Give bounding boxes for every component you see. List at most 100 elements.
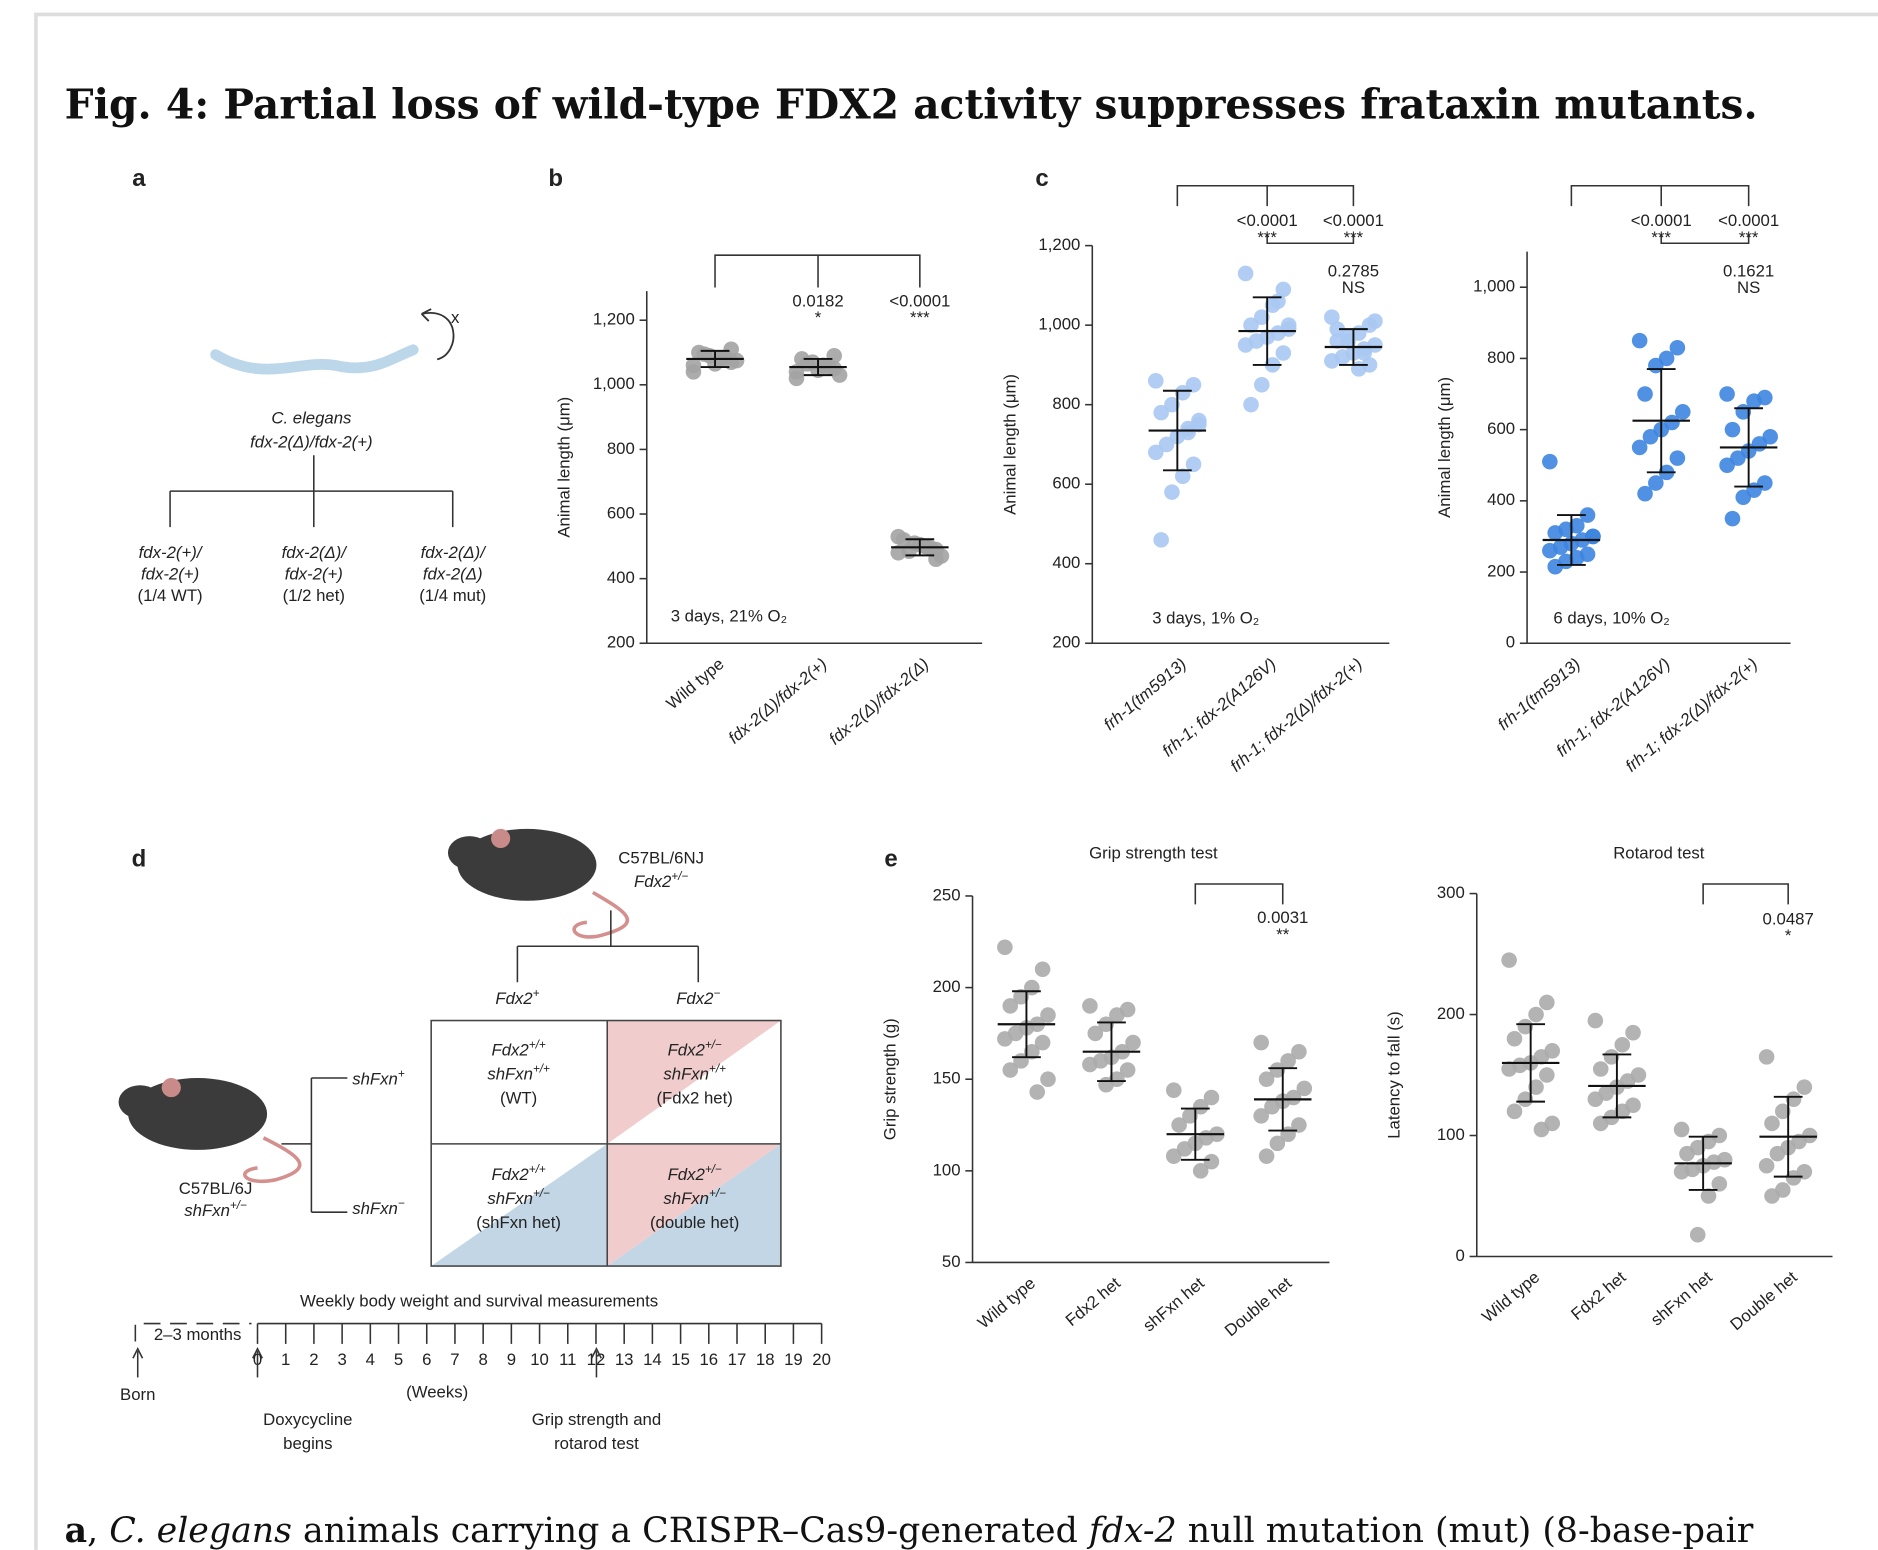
y-tick-label: 400 — [1052, 553, 1080, 572]
offspring-genotype: (1/2 het) — [283, 586, 345, 605]
data-point — [997, 1031, 1013, 1047]
data-point — [1592, 1061, 1609, 1077]
p-value: 0.2785 — [1328, 261, 1379, 280]
strain: C57BL/6NJ — [618, 848, 704, 867]
data-point — [1674, 404, 1691, 420]
y-tick-label: 200 — [933, 977, 961, 996]
text-sup: − — [713, 987, 720, 1000]
y-tick-label: 50 — [942, 1252, 961, 1271]
x-tick-label: Fdx2 het — [1567, 1267, 1629, 1324]
y-axis-label: Latency to fall (s) — [1385, 1011, 1404, 1139]
data-point — [1291, 1043, 1307, 1060]
data-point — [1769, 1145, 1786, 1162]
y-tick-label: 600 — [1487, 419, 1515, 438]
data-point — [1147, 373, 1164, 389]
data-point — [1253, 309, 1270, 325]
comparison-bracket — [1660, 234, 1750, 244]
data-point — [1501, 1061, 1517, 1077]
data-point — [1796, 1079, 1813, 1095]
y-axis-label: Animal length (μm) — [1435, 377, 1454, 518]
data-point — [1125, 1034, 1141, 1051]
data-point — [1324, 353, 1340, 369]
data-point — [1034, 1034, 1051, 1051]
arrow-head — [252, 1346, 263, 1359]
week-label: 9 — [507, 1350, 516, 1369]
week-label: 2 — [309, 1350, 318, 1369]
cell-text: (shFxn het) — [476, 1214, 561, 1233]
text-main: shFxn — [184, 1202, 230, 1221]
cell-text: (Fdx2 het) — [656, 1089, 732, 1108]
text-main: Fdx2 — [495, 990, 533, 1009]
data-point — [1587, 1091, 1604, 1108]
y-tick-label: 0 — [1506, 633, 1515, 652]
data-point — [1324, 309, 1340, 325]
genotype: shFxn+/− — [184, 1199, 247, 1221]
data-point — [1785, 1091, 1802, 1108]
event-label: rotarod test — [554, 1434, 639, 1453]
cell-text: Fdx2+/+ — [492, 1038, 546, 1060]
y-tick-label: 600 — [1052, 474, 1080, 493]
cell-text: (double het) — [650, 1214, 739, 1233]
cell-text: shFxn+/+ — [487, 1062, 550, 1084]
figure-title: Fig. 4: Partial loss of wild-type FDX2 a… — [65, 80, 1758, 128]
y-tick-label: 800 — [1052, 394, 1080, 413]
week-label: 4 — [366, 1350, 375, 1369]
comparison-bracket — [1194, 883, 1284, 905]
comparison-bracket — [1266, 234, 1355, 244]
text-sup: − — [398, 1196, 405, 1209]
caption-part: , — [87, 1511, 109, 1550]
week-label: 17 — [728, 1350, 747, 1369]
p-value: <0.0001 — [1237, 211, 1298, 230]
data-point — [1002, 1062, 1019, 1078]
pre-bracket — [134, 1322, 252, 1342]
data-point — [1165, 1148, 1182, 1164]
week-label: 16 — [699, 1350, 718, 1369]
text-main: Fdx2 — [634, 872, 672, 891]
y-tick-label: 400 — [607, 568, 635, 587]
worm — [210, 344, 419, 375]
x-tick-label: Wild type — [1478, 1268, 1543, 1327]
data-point — [1180, 424, 1196, 441]
data-point — [1758, 1049, 1775, 1065]
offspring-genotype: (1/4 mut) — [419, 586, 486, 605]
data-point — [1506, 1103, 1523, 1120]
text-sup: +/− — [533, 1187, 550, 1200]
data-point — [1243, 396, 1259, 413]
data-point — [1296, 1080, 1313, 1097]
data-point — [1501, 952, 1517, 968]
x-tick-label: Fdx2 het — [1062, 1273, 1124, 1330]
data-point — [1764, 1115, 1780, 1132]
text-main: Fdx2 — [492, 1166, 530, 1185]
text-sup: +/+ — [529, 1163, 546, 1176]
data-point — [1024, 1043, 1040, 1060]
y-tick-label: 1,200 — [1038, 235, 1080, 254]
text-main: shFxn — [352, 1199, 398, 1218]
data-point — [685, 364, 702, 380]
data-point — [1264, 1098, 1280, 1115]
data-point — [788, 370, 805, 387]
caption-part: C. elegans — [109, 1511, 292, 1550]
y-tick-label: 600 — [607, 503, 635, 522]
y-tick-label: 200 — [1437, 1004, 1465, 1023]
data-point — [1275, 345, 1292, 361]
chart-title: Grip strength test — [1089, 843, 1218, 862]
x-tick-label: Double het — [1221, 1273, 1296, 1340]
cross-lines-top — [516, 910, 700, 983]
offspring-genotype: fdx-2(Δ) — [423, 564, 483, 583]
data-point — [1673, 1164, 1690, 1180]
data-point — [1258, 1148, 1275, 1164]
data-point — [1637, 485, 1653, 502]
comparison-bracket — [1570, 184, 1750, 207]
data-point — [1579, 507, 1596, 523]
data-point — [1689, 1226, 1706, 1243]
data-point — [890, 528, 907, 545]
data-point — [1719, 386, 1735, 402]
data-point — [1603, 1049, 1620, 1065]
cross-mark: x — [451, 308, 460, 327]
x-tick-label: shFxn het — [1647, 1267, 1716, 1329]
y-tick-label: 200 — [1487, 561, 1515, 580]
offspring-genotype: fdx-2(Δ)/ — [282, 543, 349, 562]
data-point — [1340, 333, 1356, 349]
data-point — [1673, 1121, 1690, 1138]
